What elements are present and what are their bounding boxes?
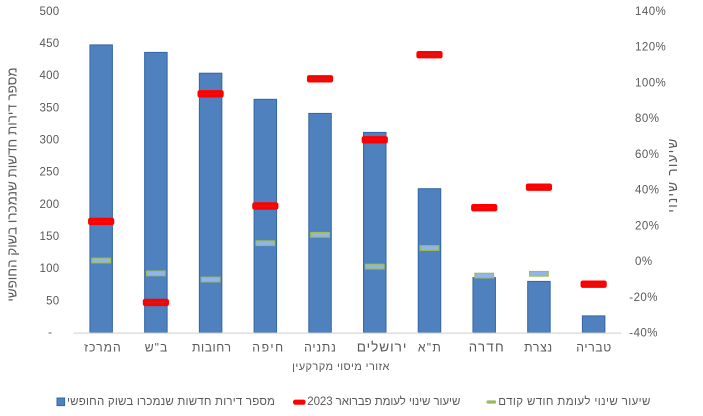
svg-text:שיעור שינוי: שיעור שינוי <box>665 137 680 212</box>
svg-text:150: 150 <box>40 231 60 243</box>
svg-text:200: 200 <box>40 199 60 211</box>
svg-text:140%: 140% <box>635 6 666 18</box>
svg-text:0%: 0% <box>635 256 653 268</box>
svg-text:-20%: -20% <box>629 292 658 304</box>
svg-text:-: - <box>48 327 52 339</box>
svg-text:נצרת: נצרת <box>524 341 553 355</box>
svg-text:100%: 100% <box>635 77 666 89</box>
svg-text:-40%: -40% <box>629 328 658 340</box>
svg-text:60%: 60% <box>635 149 659 161</box>
svg-text:350: 350 <box>40 102 60 114</box>
svg-text:250: 250 <box>40 167 60 179</box>
svg-text:50: 50 <box>46 295 59 307</box>
svg-text:חיפה: חיפה <box>252 341 284 355</box>
svg-text:רחובות: רחובות <box>192 341 232 355</box>
svg-text:300: 300 <box>40 134 60 146</box>
svg-text:ת"א: ת"א <box>418 341 442 355</box>
svg-text:המרכז: המרכז <box>84 341 122 355</box>
svg-text:שיעור שינוי לעומת חודש קודם: שיעור שינוי לעומת חודש קודם <box>498 395 651 408</box>
svg-text:ירושלים: ירושלים <box>357 340 408 355</box>
svg-text:אזורי מיסוי מקרקעין: אזורי מיסוי מקרקעין <box>292 361 390 373</box>
svg-text:מספר דירות חדשות שנמכרו בשוק ה: מספר דירות חדשות שנמכרו בשוק החופשי <box>5 67 20 301</box>
svg-text:100: 100 <box>40 263 60 275</box>
svg-text:500: 500 <box>40 6 60 18</box>
svg-text:שיעור שינוי לעומת פברואר 2023: שיעור שינוי לעומת פברואר 2023 <box>307 395 460 408</box>
svg-text:40%: 40% <box>635 185 659 197</box>
svg-text:נתניה: נתניה <box>304 341 336 355</box>
svg-text:20%: 20% <box>635 220 659 232</box>
svg-text:חדרה: חדרה <box>469 340 505 355</box>
svg-text:ב"ש: ב"ש <box>145 341 168 355</box>
svg-text:טבריה: טבריה <box>576 341 612 355</box>
svg-text:120%: 120% <box>635 42 666 54</box>
svg-text:80%: 80% <box>635 113 659 125</box>
svg-text:400: 400 <box>40 70 60 82</box>
svg-text:מספר דירות חדשות שנמכרו בשוק ה: מספר דירות חדשות שנמכרו בשוק החופשי <box>67 396 275 408</box>
svg-text:450: 450 <box>40 38 60 50</box>
